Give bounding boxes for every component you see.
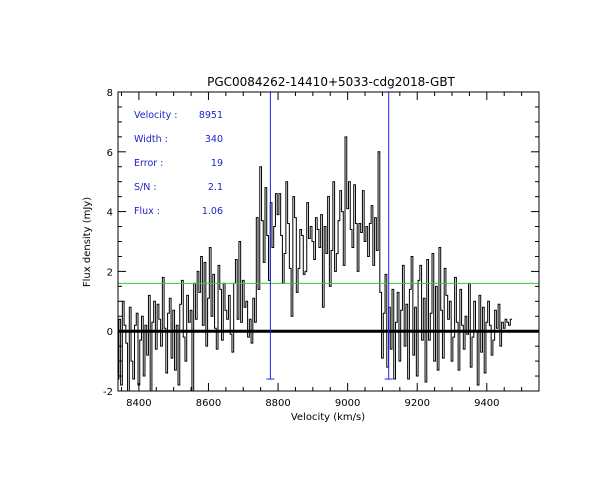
x-tick-label: 9000 — [335, 398, 360, 409]
y-tick-label: 8 — [107, 88, 113, 99]
annotation-value: 2.1 — [208, 182, 223, 193]
chart-title: PGC0084262-14410+5033-cdg2018-GBT — [207, 75, 455, 89]
x-axis-label: Velocity (km/s) — [291, 412, 365, 423]
y-tick-label: 6 — [107, 148, 113, 159]
annotation-value: 19 — [211, 158, 223, 169]
y-tick-label: 0 — [107, 327, 113, 338]
x-tick-label: 8600 — [196, 398, 221, 409]
plot-frame — [117, 91, 540, 392]
annotation-label: S/N : — [134, 182, 157, 193]
annotation-value: 1.06 — [202, 206, 223, 217]
annotation-label: Velocity : — [134, 110, 178, 121]
y-tick-label: 2 — [107, 267, 113, 278]
annotation-label: Error : — [134, 158, 163, 169]
y-axis: -2 0 2 4 6 8 — [103, 88, 539, 398]
x-tick-label: 8800 — [265, 398, 290, 409]
fit-annotations: Velocity : 8951 Width : 340 Error : 19 S/N : 2.… — [134, 110, 223, 217]
annotation-label: Width : — [134, 134, 168, 145]
x-axis: 8400 8600 8800 9000 9200 9400 — [120, 92, 540, 409]
x-tick-label: 8400 — [126, 398, 151, 409]
y-axis-label: Flux density (mJy) — [82, 197, 93, 287]
x-tick-label: 9200 — [404, 398, 429, 409]
y-tick-label: -2 — [103, 387, 113, 398]
annotation-value: 340 — [205, 134, 223, 145]
x-tick-label: 9400 — [474, 398, 499, 409]
plot-area — [118, 136, 539, 391]
y-tick-label: 4 — [107, 208, 113, 219]
annotation-label: Flux : — [134, 206, 160, 217]
annotation-value: 8951 — [199, 110, 223, 121]
spectrum-line — [118, 136, 513, 391]
